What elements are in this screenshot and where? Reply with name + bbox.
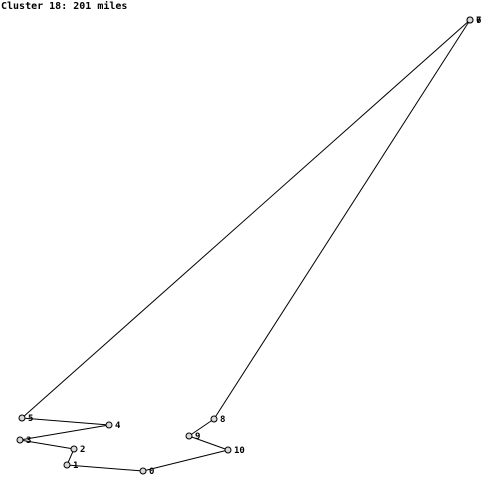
route-node-10: 10: [224, 446, 245, 456]
node-label: 3: [26, 436, 31, 446]
node-marker: [63, 461, 71, 469]
route-edge-3-4: [19, 424, 110, 441]
node-marker: [105, 421, 113, 429]
route-node-8: 8: [210, 415, 225, 425]
route-edges: [19, 19, 471, 472]
route-edge-2-3: [19, 439, 75, 450]
node-label: 4: [115, 421, 121, 431]
node-label: 2: [80, 445, 85, 455]
node-marker: [466, 16, 474, 24]
route-node-0: 0: [139, 467, 154, 477]
route-edge-5-6: [21, 19, 471, 419]
route-edge-4-5: [21, 417, 110, 426]
route-node-5: 5: [18, 414, 33, 424]
node-marker: [18, 414, 26, 422]
route-node-1: 1: [63, 461, 78, 471]
node-label: 9: [195, 432, 200, 442]
route-node-9: 9: [185, 432, 200, 442]
route-node-2: 2: [70, 445, 85, 455]
route-edge-0-1: [66, 464, 144, 472]
node-marker: [210, 415, 218, 423]
node-marker: [139, 467, 147, 475]
node-marker: [185, 432, 193, 440]
node-label: 7: [476, 16, 481, 26]
route-node-4: 4: [105, 421, 121, 431]
route-edge-7-8: [213, 19, 471, 420]
node-label: 0: [149, 467, 154, 477]
node-label: 10: [234, 446, 245, 456]
route-title: Cluster 18: 201 miles: [1, 1, 128, 12]
route-node-3: 3: [16, 436, 31, 446]
route-node-7: 7: [466, 16, 481, 26]
node-label: 6: [476, 16, 481, 26]
route-nodes: 0 12 3 4 5 67 8 9 10: [16, 16, 481, 477]
node-label: 8: [220, 415, 225, 425]
route-edge-9-10: [188, 435, 229, 451]
node-marker: [70, 445, 78, 453]
route-edge-8-9: [188, 418, 215, 437]
node-label: 5: [28, 414, 33, 424]
route-edge-10-0: [142, 449, 229, 472]
node-label: 1: [73, 461, 78, 471]
node-marker: [16, 436, 24, 444]
node-marker: [224, 446, 232, 454]
